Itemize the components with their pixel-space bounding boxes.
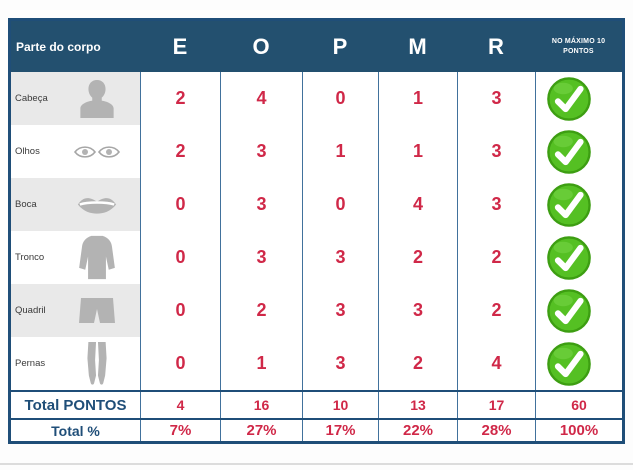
score-cell[interactable]: 2 [378, 337, 457, 390]
total-percent-row: Total % 7% 27% 17% 22% 28% 100% [11, 418, 622, 441]
header-part-label: Parte do corpo [16, 39, 101, 54]
check-icon [535, 337, 622, 390]
score-cell[interactable]: 3 [220, 125, 302, 178]
header-col-p: P [332, 33, 348, 59]
score-cell[interactable]: 3 [302, 284, 378, 337]
total-points-cell: 4 [140, 392, 220, 418]
total-percent-cell: 22% [378, 420, 457, 441]
row-label-pernas: Pernas [11, 337, 140, 390]
header-col-e: E [172, 33, 188, 59]
total-points-row: Total PONTOS 4 16 10 13 17 60 [11, 390, 622, 418]
score-cell[interactable]: 2 [140, 72, 220, 125]
total-percent-label: Total % [51, 422, 100, 439]
table-row: Tronco 0 3 3 2 2 [11, 231, 622, 284]
table-row: Boca 0 3 0 4 3 [11, 178, 622, 231]
score-cell[interactable]: 3 [302, 231, 378, 284]
score-cell[interactable]: 2 [457, 284, 535, 337]
eyes-icon [67, 144, 140, 160]
check-icon [535, 284, 622, 337]
score-cell[interactable]: 3 [457, 178, 535, 231]
score-cell[interactable]: 2 [140, 125, 220, 178]
total-percent-cell: 7% [140, 420, 220, 441]
row-label-boca: Boca [11, 178, 140, 231]
score-cell[interactable]: 1 [378, 72, 457, 125]
total-percent-cell: 28% [457, 420, 535, 441]
table-header-row: Parte do corpo E O P M R NO MÁXIMO 10 PO… [11, 21, 622, 72]
check-icon [535, 231, 622, 284]
torso-icon [67, 234, 140, 281]
score-cell[interactable]: 1 [302, 125, 378, 178]
header-col-r: R [488, 33, 504, 59]
header-max-points-label: NO MÁXIMO 10 PONTOS [551, 38, 606, 55]
score-cell[interactable]: 3 [457, 125, 535, 178]
table-row: Pernas 0 1 3 2 4 [11, 337, 622, 390]
score-cell[interactable]: 0 [302, 178, 378, 231]
row-label-tronco: Tronco [11, 231, 140, 284]
score-cell[interactable]: 3 [378, 284, 457, 337]
score-cell[interactable]: 0 [140, 284, 220, 337]
head-icon [67, 77, 140, 121]
score-cell[interactable]: 0 [140, 178, 220, 231]
score-cell[interactable]: 2 [220, 284, 302, 337]
score-cell[interactable]: 1 [220, 337, 302, 390]
score-cell[interactable]: 4 [220, 72, 302, 125]
total-percent-cell: 17% [302, 420, 378, 441]
row-label-cabeca: Cabeça [11, 72, 140, 125]
score-cell[interactable]: 4 [378, 178, 457, 231]
check-icon [535, 72, 622, 125]
check-icon [535, 178, 622, 231]
score-cell[interactable]: 2 [378, 231, 457, 284]
total-percent-max: 100% [535, 420, 622, 441]
table-row: Olhos 2 3 1 1 3 [11, 125, 622, 178]
total-points-cell: 10 [302, 392, 378, 418]
header-col-m: M [408, 33, 427, 59]
score-cell[interactable]: 4 [457, 337, 535, 390]
mouth-icon [67, 194, 140, 215]
score-cell[interactable]: 0 [140, 337, 220, 390]
score-cell[interactable]: 3 [220, 231, 302, 284]
score-cell[interactable]: 0 [140, 231, 220, 284]
score-cell[interactable]: 3 [457, 72, 535, 125]
total-points-cell: 16 [220, 392, 302, 418]
table-row: Cabeça 2 4 0 1 3 [11, 72, 622, 125]
check-icon [535, 125, 622, 178]
score-cell[interactable]: 1 [378, 125, 457, 178]
row-label-quadril: Quadril [11, 284, 140, 337]
score-cell[interactable]: 3 [302, 337, 378, 390]
hips-icon [67, 296, 140, 326]
score-cell[interactable]: 3 [220, 178, 302, 231]
body-part-score-table: Parte do corpo E O P M R NO MÁXIMO 10 PO… [8, 18, 625, 444]
total-points-cell: 13 [378, 392, 457, 418]
score-cell[interactable]: 2 [457, 231, 535, 284]
legs-icon [67, 341, 140, 387]
row-label-olhos: Olhos [11, 125, 140, 178]
table-row: Quadril 0 2 3 3 2 [11, 284, 622, 337]
total-points-cell: 17 [457, 392, 535, 418]
total-points-max: 60 [535, 392, 622, 418]
bottom-divider [0, 463, 633, 465]
header-col-o: O [252, 33, 270, 59]
score-cell[interactable]: 0 [302, 72, 378, 125]
total-percent-cell: 27% [220, 420, 302, 441]
total-points-label: Total PONTOS [24, 396, 127, 414]
